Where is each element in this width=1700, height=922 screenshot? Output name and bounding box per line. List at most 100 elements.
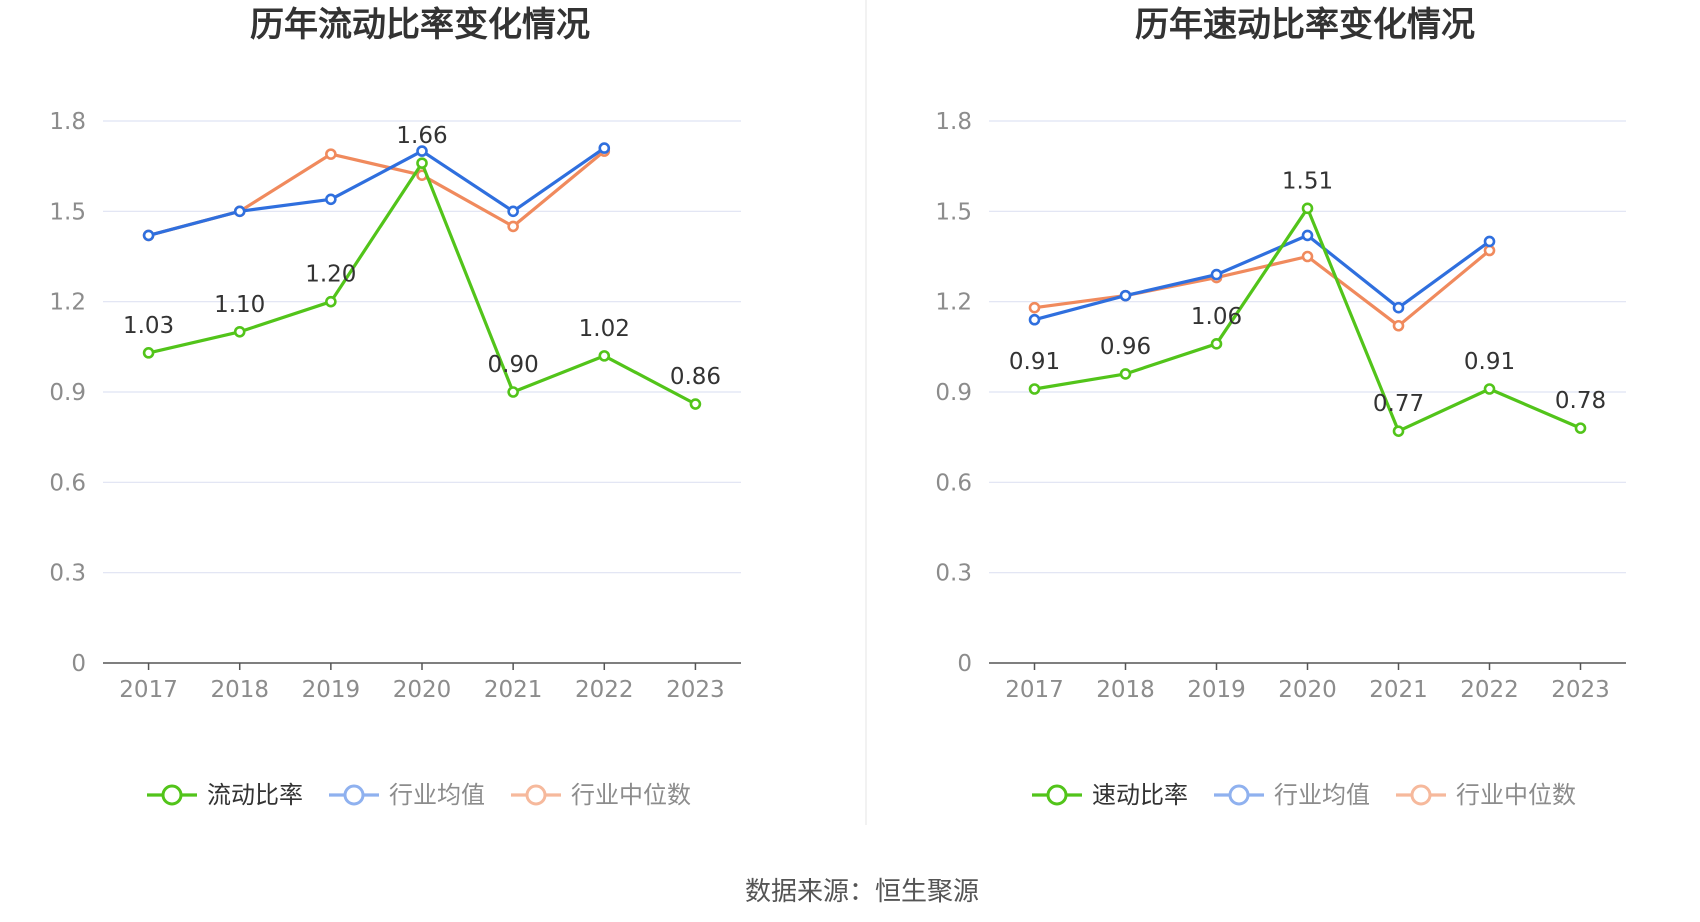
y-tick-label: 0 bbox=[71, 651, 86, 677]
legend-label: 流动比率 bbox=[207, 781, 303, 809]
data-label: 0.86 bbox=[670, 364, 721, 390]
data-point-avg bbox=[325, 193, 337, 206]
data-point-avg bbox=[1119, 289, 1132, 302]
legend-label: 行业中位数 bbox=[571, 781, 691, 809]
data-label: 0.91 bbox=[1464, 349, 1515, 375]
data-label: 1.20 bbox=[305, 262, 356, 288]
data-point-main bbox=[1483, 383, 1496, 395]
data-point-main bbox=[142, 347, 155, 359]
data-point-main bbox=[233, 325, 246, 338]
x-tick-label: 2019 bbox=[302, 677, 361, 703]
x-tick-label: 2017 bbox=[1005, 677, 1064, 703]
legend-label: 行业中位数 bbox=[1456, 781, 1576, 809]
data-point-main bbox=[1119, 368, 1132, 380]
x-tick-label: 2023 bbox=[666, 677, 725, 703]
legend-item-avg: 行业均值 bbox=[329, 781, 485, 809]
series-line-median bbox=[148, 149, 606, 237]
data-label: 0.90 bbox=[488, 352, 539, 378]
data-point-avg bbox=[142, 229, 155, 242]
x-tick-label: 2021 bbox=[1369, 677, 1428, 703]
data-label: 1.06 bbox=[1191, 304, 1242, 330]
x-tick-label: 2020 bbox=[393, 677, 452, 703]
data-point-median bbox=[1301, 250, 1314, 263]
data-point-avg bbox=[1483, 235, 1496, 248]
legend-marker bbox=[1410, 784, 1432, 806]
x-tick-label: 2019 bbox=[1187, 677, 1246, 703]
legend-marker bbox=[525, 784, 547, 806]
series-line-main bbox=[1034, 206, 1582, 433]
data-point-main bbox=[1028, 383, 1041, 395]
y-tick-label: 0.3 bbox=[49, 561, 86, 587]
data-label: 1.66 bbox=[396, 123, 447, 149]
y-tick-label: 1.2 bbox=[49, 290, 86, 316]
data-point-median bbox=[1028, 301, 1041, 314]
chart-2-title: 历年速动比率变化情况 bbox=[1135, 5, 1475, 45]
legend-marker bbox=[1228, 784, 1250, 806]
data-point-main bbox=[1210, 338, 1223, 350]
y-tick-label: 1.2 bbox=[935, 290, 972, 316]
y-tick-label: 0.9 bbox=[49, 380, 86, 406]
series-line-avg bbox=[1034, 233, 1491, 322]
x-tick-label: 2020 bbox=[1278, 677, 1337, 703]
legend-label: 行业均值 bbox=[389, 781, 485, 809]
data-point-main bbox=[1574, 422, 1587, 434]
x-tick-label: 2017 bbox=[119, 677, 178, 703]
y-tick-label: 0 bbox=[957, 651, 972, 677]
legend-marker bbox=[343, 784, 365, 806]
x-tick-label: 2018 bbox=[1096, 677, 1155, 703]
x-tick-label: 2021 bbox=[484, 677, 543, 703]
chart-1: 0 0.3 0.6 0.9 1.2 1.5 1.8 2017 2018 2019 2020 2021 2… bbox=[49, 109, 741, 809]
series-line-median bbox=[1034, 249, 1491, 328]
data-label: 0.77 bbox=[1373, 391, 1424, 417]
data-label: 1.10 bbox=[214, 292, 265, 318]
chart-1-title: 历年流动比率变化情况 bbox=[250, 5, 590, 45]
x-tick-label: 2023 bbox=[1551, 677, 1610, 703]
data-label: 0.78 bbox=[1555, 388, 1606, 414]
chart-2: 0 0.3 0.6 0.9 1.2 1.5 1.8 2017 2018 2019 2020 2021 2… bbox=[935, 109, 1626, 809]
data-point-avg bbox=[1301, 229, 1314, 242]
y-tick-label: 1.8 bbox=[49, 109, 86, 135]
data-point-main bbox=[689, 398, 702, 410]
legend-item-main: 速动比率 bbox=[1032, 781, 1188, 809]
y-tick-label: 0.6 bbox=[935, 470, 972, 496]
x-tick-label: 2022 bbox=[575, 677, 634, 703]
data-point-main bbox=[1392, 425, 1405, 437]
data-source: 数据来源：恒生聚源 bbox=[745, 877, 979, 907]
data-label: 1.51 bbox=[1282, 168, 1333, 194]
data-point-main bbox=[325, 295, 337, 308]
data-label: 1.02 bbox=[579, 316, 630, 342]
data-point-median bbox=[1392, 319, 1405, 332]
series-line-main bbox=[148, 161, 697, 406]
data-point-avg bbox=[1028, 313, 1041, 326]
legend-item-avg: 行业均值 bbox=[1214, 781, 1370, 809]
data-point-main bbox=[1301, 202, 1314, 215]
x-tick-label: 2022 bbox=[1460, 677, 1519, 703]
data-point-median bbox=[325, 148, 337, 160]
y-tick-label: 1.5 bbox=[935, 199, 972, 225]
legend-marker bbox=[1046, 784, 1068, 806]
legend-item-main: 流动比率 bbox=[147, 781, 303, 809]
data-point-avg bbox=[1392, 301, 1405, 314]
y-tick-label: 1.5 bbox=[49, 199, 86, 225]
data-point-avg bbox=[233, 205, 246, 218]
data-point-main bbox=[416, 157, 428, 169]
legend-label: 速动比率 bbox=[1092, 781, 1188, 809]
data-point-avg bbox=[416, 145, 428, 157]
series-line-avg bbox=[148, 146, 606, 237]
data-label: 1.03 bbox=[123, 313, 174, 339]
data-point-main bbox=[598, 350, 611, 362]
data-point-median bbox=[1483, 244, 1496, 257]
data-label: 0.91 bbox=[1009, 349, 1060, 375]
data-label: 0.96 bbox=[1100, 334, 1151, 360]
x-tick-label: 2018 bbox=[210, 677, 269, 703]
y-tick-label: 0.3 bbox=[935, 561, 972, 587]
data-point-median bbox=[507, 220, 519, 233]
legend-item-median: 行业中位数 bbox=[511, 781, 691, 809]
data-point-avg bbox=[598, 142, 611, 154]
legend-label: 行业均值 bbox=[1274, 781, 1370, 809]
legend-marker bbox=[161, 784, 183, 806]
chart-marks: 0 0.3 0.6 0.9 1.2 1.5 1.8 2017 2018 2019 2020 2021 2… bbox=[49, 109, 1626, 809]
y-tick-label: 0.6 bbox=[49, 470, 86, 496]
